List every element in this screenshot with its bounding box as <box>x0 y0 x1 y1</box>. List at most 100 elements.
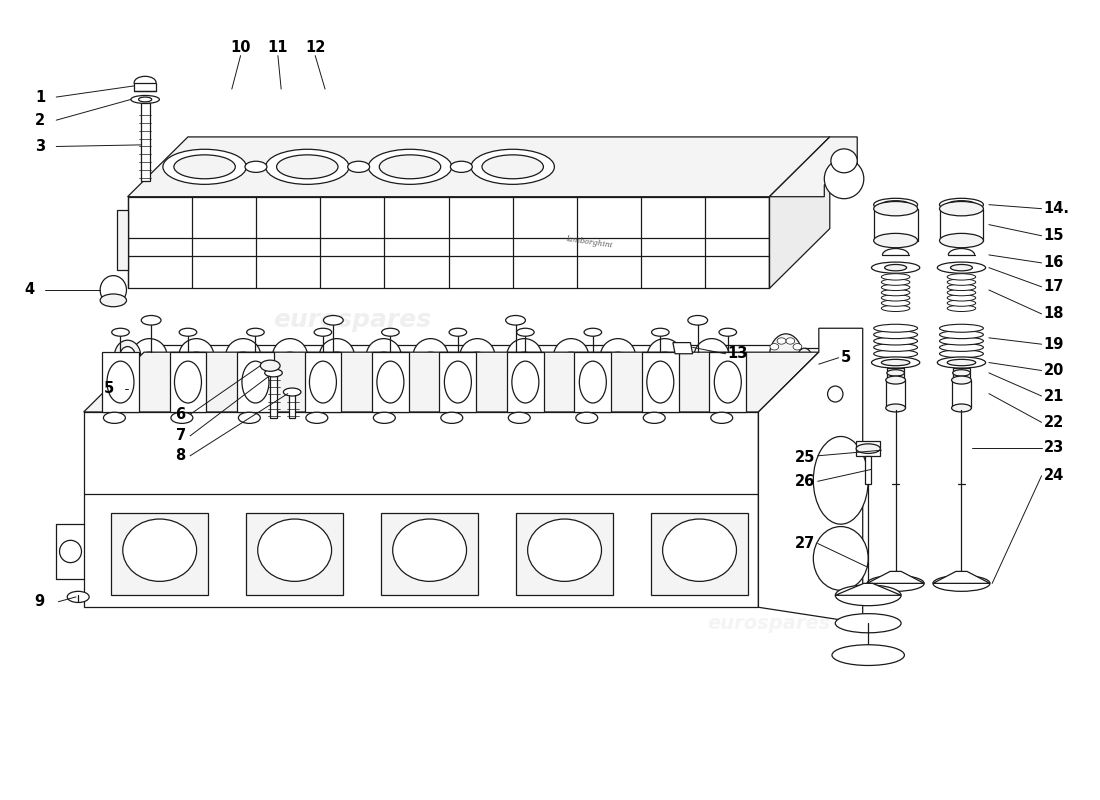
Bar <box>102 352 139 412</box>
Text: eurospares: eurospares <box>535 486 675 506</box>
Ellipse shape <box>139 384 161 400</box>
Bar <box>169 352 207 412</box>
Ellipse shape <box>514 352 536 368</box>
Bar <box>141 102 150 181</box>
Ellipse shape <box>273 370 308 406</box>
Ellipse shape <box>306 412 328 423</box>
Ellipse shape <box>873 350 917 358</box>
Text: 24: 24 <box>1044 468 1064 483</box>
Ellipse shape <box>777 338 785 344</box>
Text: 8: 8 <box>176 448 186 463</box>
Ellipse shape <box>323 315 343 325</box>
Bar <box>865 456 871 484</box>
Text: 9: 9 <box>34 594 44 609</box>
Ellipse shape <box>257 519 331 582</box>
Ellipse shape <box>644 412 666 423</box>
Text: 22: 22 <box>1044 415 1064 430</box>
Ellipse shape <box>939 350 983 358</box>
Ellipse shape <box>580 361 606 403</box>
Bar <box>516 514 613 595</box>
Ellipse shape <box>653 352 675 368</box>
Ellipse shape <box>100 294 126 306</box>
Ellipse shape <box>139 352 161 368</box>
Bar <box>887 368 904 378</box>
Text: 20: 20 <box>1044 363 1064 378</box>
Ellipse shape <box>701 384 723 400</box>
Ellipse shape <box>793 343 802 350</box>
Text: 1: 1 <box>35 90 45 105</box>
Bar <box>710 352 746 412</box>
Ellipse shape <box>373 412 395 423</box>
Ellipse shape <box>276 155 338 178</box>
Ellipse shape <box>777 368 785 374</box>
Ellipse shape <box>933 575 990 591</box>
Ellipse shape <box>460 338 495 374</box>
Ellipse shape <box>795 353 804 359</box>
Ellipse shape <box>466 352 488 368</box>
Bar <box>642 352 679 412</box>
Text: 26: 26 <box>795 474 815 489</box>
Ellipse shape <box>835 614 901 633</box>
Ellipse shape <box>326 384 348 400</box>
Ellipse shape <box>265 150 349 184</box>
Ellipse shape <box>412 338 448 374</box>
Bar <box>381 514 478 595</box>
Bar <box>289 394 296 418</box>
Ellipse shape <box>460 370 495 406</box>
Ellipse shape <box>466 384 488 400</box>
Ellipse shape <box>947 359 976 366</box>
Ellipse shape <box>419 352 441 368</box>
Ellipse shape <box>770 362 779 369</box>
Ellipse shape <box>947 305 976 311</box>
Ellipse shape <box>319 338 354 374</box>
Ellipse shape <box>553 338 588 374</box>
Text: 2: 2 <box>35 113 45 128</box>
Ellipse shape <box>832 645 904 666</box>
Ellipse shape <box>785 370 794 376</box>
Ellipse shape <box>947 284 976 290</box>
Polygon shape <box>84 352 818 412</box>
Text: 11: 11 <box>267 40 288 55</box>
Ellipse shape <box>279 352 301 368</box>
Text: 21: 21 <box>1044 389 1064 403</box>
Ellipse shape <box>508 412 530 423</box>
Ellipse shape <box>132 370 167 406</box>
Ellipse shape <box>873 198 917 211</box>
Ellipse shape <box>232 384 254 400</box>
Ellipse shape <box>179 328 197 336</box>
Ellipse shape <box>937 357 986 368</box>
Ellipse shape <box>873 202 917 216</box>
Ellipse shape <box>471 150 554 184</box>
Ellipse shape <box>873 330 917 338</box>
Ellipse shape <box>793 362 802 369</box>
Ellipse shape <box>950 265 972 271</box>
Ellipse shape <box>170 412 192 423</box>
Ellipse shape <box>881 201 910 209</box>
Ellipse shape <box>141 315 161 325</box>
Bar <box>128 377 780 399</box>
Ellipse shape <box>379 155 441 178</box>
Polygon shape <box>769 137 857 197</box>
Bar <box>372 352 409 412</box>
Ellipse shape <box>939 324 983 332</box>
Text: 6: 6 <box>176 407 186 422</box>
Ellipse shape <box>856 444 880 454</box>
Ellipse shape <box>651 328 669 336</box>
Ellipse shape <box>881 305 910 311</box>
Ellipse shape <box>507 338 542 374</box>
Ellipse shape <box>653 384 675 400</box>
Ellipse shape <box>607 384 629 400</box>
Ellipse shape <box>366 338 402 374</box>
Ellipse shape <box>873 234 917 248</box>
Bar <box>507 352 543 412</box>
Ellipse shape <box>647 361 674 403</box>
Ellipse shape <box>607 352 629 368</box>
Bar <box>939 209 983 241</box>
Ellipse shape <box>528 519 602 582</box>
Ellipse shape <box>881 359 910 366</box>
Ellipse shape <box>123 519 197 582</box>
Ellipse shape <box>163 150 246 184</box>
Ellipse shape <box>319 370 354 406</box>
Ellipse shape <box>326 352 348 368</box>
Ellipse shape <box>103 412 125 423</box>
